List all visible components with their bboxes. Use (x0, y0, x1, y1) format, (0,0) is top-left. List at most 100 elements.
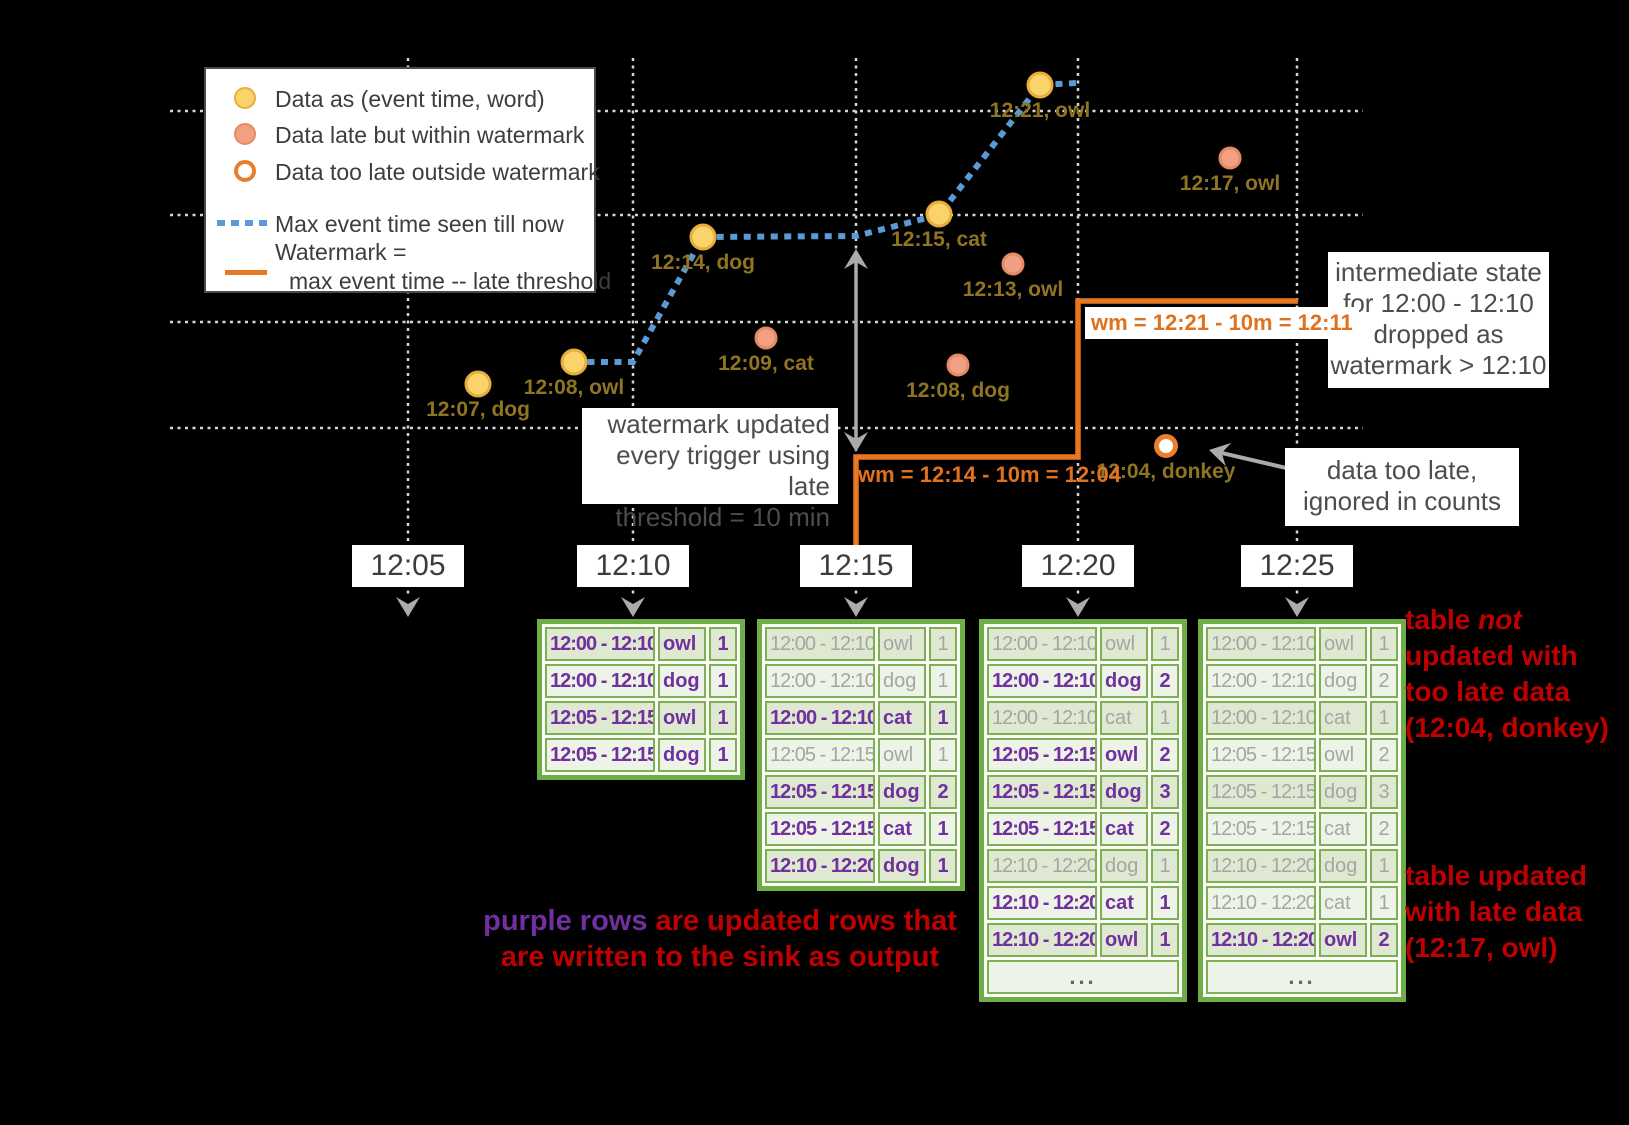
table-row: 12:05 - 12:15 dog 3 (987, 775, 1179, 809)
time-label-1215: 12:15 (800, 545, 912, 587)
data-point-label: 12:08, dog (906, 379, 1010, 402)
word-cell: dog (1100, 849, 1148, 883)
data-point-label: 12:09, cat (718, 352, 814, 375)
note-purple-rows: purple rows are updated rows that are wr… (400, 903, 1040, 975)
note-line: table updated (1405, 860, 1588, 891)
watermark-value-1: wm = 12:14 - 10m = 12:04 (858, 462, 1121, 487)
window-cell: 12:05 - 12:15 (987, 775, 1097, 809)
window-cell: 12:00 - 12:10 (765, 664, 875, 698)
count-cell: 2 (1370, 923, 1398, 957)
note-table-updated-late: table updated with late data (12:17, owl… (1405, 858, 1587, 966)
data-point-label: 12:07, dog (426, 398, 530, 421)
table-row: 12:05 - 12:15 cat 2 (1206, 812, 1398, 846)
count-cell: 2 (1151, 812, 1179, 846)
count-cell: 1 (709, 627, 737, 661)
note-line: updated with (1405, 640, 1578, 671)
word-cell: dog (1100, 775, 1148, 809)
legend-item-max-event: Max event time seen till now (275, 211, 564, 237)
window-cell: 12:00 - 12:10 (987, 701, 1097, 735)
word-cell: cat (878, 701, 926, 735)
count-cell: 1 (929, 701, 957, 735)
count-cell: 1 (1151, 627, 1179, 661)
word-cell: dog (878, 664, 926, 698)
window-counts-table-3: 12:00 - 12:10 owl 1 12:00 - 12:10 dog 2 12:00 … (979, 619, 1187, 1002)
table-row: 12:10 - 12:20 cat 1 (1206, 886, 1398, 920)
note-line: too late data (1405, 676, 1570, 707)
table-row: 12:10 - 12:20 dog 1 (987, 849, 1179, 883)
word-cell: owl (658, 627, 706, 661)
callout-line: every trigger using late (616, 440, 830, 501)
word-cell: cat (1100, 886, 1148, 920)
word-cell: dog (878, 849, 926, 883)
word-cell: owl (1100, 923, 1148, 957)
window-cell: 12:00 - 12:10 (987, 627, 1097, 661)
table-row: 12:00 - 12:10 dog 2 (987, 664, 1179, 698)
data-point-label: 12:08, owl (523, 376, 625, 399)
table-row: 12:05 - 12:15 dog 2 (765, 775, 957, 809)
count-cell: 1 (929, 738, 957, 772)
data-point-on (925, 200, 953, 228)
table-row: 12:00 - 12:10 dog 1 (765, 664, 957, 698)
word-cell: owl (658, 701, 706, 735)
callout-line: dropped as (1373, 319, 1504, 349)
window-cell: 12:00 - 12:10 (1206, 664, 1316, 698)
word-cell: cat (1319, 886, 1367, 920)
count-cell: 2 (1151, 664, 1179, 698)
table-row: 12:05 - 12:15 dog 3 (1206, 775, 1398, 809)
legend-item-watermark-1: Watermark = (275, 239, 407, 265)
window-cell: 12:00 - 12:10 (1206, 627, 1316, 661)
count-cell: 2 (1370, 664, 1398, 698)
count-cell: 1 (1370, 886, 1398, 920)
window-cell: 12:10 - 12:20 (1206, 849, 1316, 883)
window-cell: 12:00 - 12:10 (765, 701, 875, 735)
word-cell: cat (1100, 812, 1148, 846)
count-cell: 1 (929, 627, 957, 661)
word-cell: owl (1319, 738, 1367, 772)
data-point-on (464, 370, 492, 398)
window-cell: 12:00 - 12:10 (545, 664, 655, 698)
window-cell: 12:00 - 12:10 (1206, 701, 1316, 735)
time-label-1225: 12:25 (1241, 545, 1353, 587)
count-cell: 3 (1370, 775, 1398, 809)
table-row: 12:05 - 12:15 owl 2 (987, 738, 1179, 772)
callout-line: watermark > 12:10 (1330, 350, 1547, 380)
data-point-on (1026, 71, 1054, 99)
table-row: 12:10 - 12:20 owl 1 (987, 923, 1179, 957)
word-cell: cat (878, 812, 926, 846)
count-cell: 2 (929, 775, 957, 809)
too-late-point-icon (234, 160, 256, 182)
table-row: 12:10 - 12:20 owl 2 (1206, 923, 1398, 957)
table-row: 12:05 - 12:15 owl 1 (545, 701, 737, 735)
count-cell: 1 (929, 849, 957, 883)
data-point-toolate (1154, 434, 1178, 458)
window-cell: 12:05 - 12:15 (1206, 738, 1316, 772)
time-label-1220: 12:20 (1022, 545, 1134, 587)
word-cell: dog (658, 664, 706, 698)
ellipsis-cell: ... (987, 960, 1179, 994)
count-cell: 1 (1370, 849, 1398, 883)
window-cell: 12:05 - 12:15 (545, 701, 655, 735)
window-cell: 12:10 - 12:20 (987, 886, 1097, 920)
note-line: (12:04, donkey) (1405, 712, 1609, 743)
window-cell: 12:05 - 12:15 (765, 812, 875, 846)
on-time-point-icon (234, 87, 256, 109)
callout-line: threshold = 10 min (615, 502, 830, 532)
window-cell: 12:10 - 12:20 (987, 849, 1097, 883)
word-cell: owl (1100, 627, 1148, 661)
watermark-line-icon (225, 270, 267, 275)
count-cell: 1 (929, 664, 957, 698)
word-cell: dog (1319, 849, 1367, 883)
count-cell: 2 (1370, 738, 1398, 772)
data-point-label: 12:17, owl (1179, 172, 1281, 195)
window-cell: 12:10 - 12:20 (987, 923, 1097, 957)
note-line: table not (1405, 604, 1522, 635)
word-cell: dog (658, 738, 706, 772)
late-point-icon (234, 123, 256, 145)
window-cell: 12:05 - 12:15 (765, 775, 875, 809)
word-cell: owl (878, 738, 926, 772)
window-cell: 12:05 - 12:15 (545, 738, 655, 772)
word-cell: cat (1319, 701, 1367, 735)
window-counts-table-4: 12:00 - 12:10 owl 1 12:00 - 12:10 dog 2 12:00 … (1198, 619, 1406, 1002)
callout-line: ignored in counts (1302, 486, 1502, 516)
callout-line: for 12:00 - 12:10 (1343, 288, 1534, 318)
